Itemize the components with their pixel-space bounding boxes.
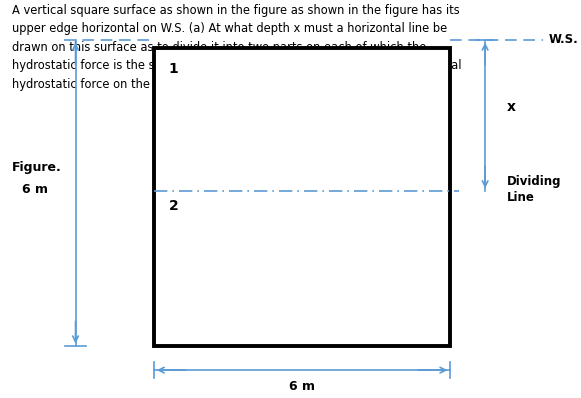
Bar bbox=[154, 48, 450, 346]
Text: 1: 1 bbox=[168, 62, 178, 76]
Text: W.S.: W.S. bbox=[549, 33, 579, 46]
Text: Figure.: Figure. bbox=[12, 161, 62, 174]
Text: x: x bbox=[507, 100, 516, 115]
Text: 6 m: 6 m bbox=[22, 183, 48, 195]
Text: Dividing
Line: Dividing Line bbox=[507, 175, 562, 203]
Text: A vertical square surface as shown in the figure as shown in the figure has its
: A vertical square surface as shown in th… bbox=[12, 4, 461, 91]
Text: 2: 2 bbox=[168, 199, 178, 213]
Text: 6 m: 6 m bbox=[289, 380, 315, 393]
